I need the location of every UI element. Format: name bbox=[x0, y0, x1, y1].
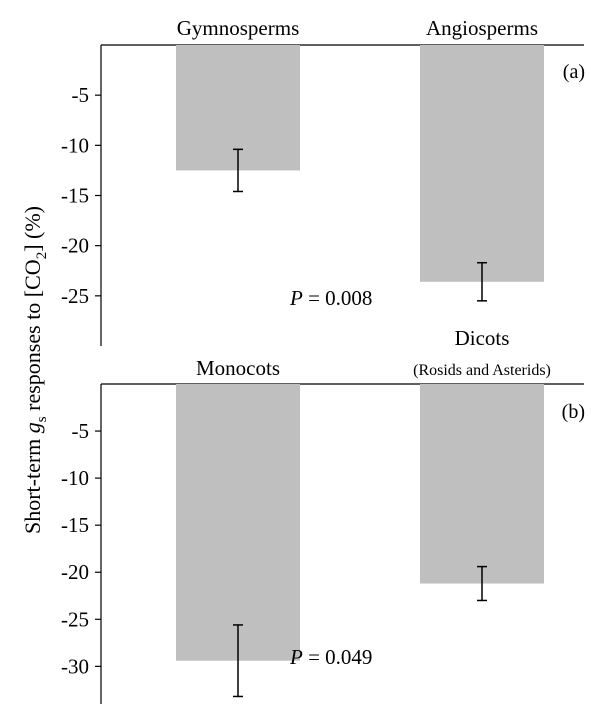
y-tick-label: -10 bbox=[61, 466, 89, 490]
panel-label: (a) bbox=[563, 61, 585, 83]
y-tick-label: -25 bbox=[61, 607, 89, 631]
y-tick-label: -5 bbox=[72, 419, 90, 443]
p-value-annotation: P = 0.049 bbox=[289, 645, 372, 669]
p-value-symbol: P bbox=[289, 645, 303, 669]
category-sublabel: (Rosids and Asterids) bbox=[413, 362, 551, 379]
p-value-number: = 0.049 bbox=[303, 645, 373, 669]
y-tick-label: -15 bbox=[61, 513, 89, 537]
panel-a: -5 -10 -15 -20 -25 Gymnosperms Angiosperms (a) P… bbox=[61, 16, 585, 346]
y-axis-label-g: g bbox=[20, 422, 45, 433]
panel-b: -5 -10 -15 -20 -25 -30 Monocots Dicots (Rosids a… bbox=[61, 326, 585, 704]
y-tick-label: -20 bbox=[61, 560, 89, 584]
y-axis-label-mid: responses to [CO bbox=[20, 259, 45, 416]
p-value-symbol: P bbox=[289, 286, 303, 310]
bar bbox=[420, 384, 544, 584]
category-label: Monocots bbox=[196, 356, 280, 380]
panel-label: (b) bbox=[562, 401, 585, 423]
y-tick-label: -10 bbox=[61, 133, 89, 157]
y-tick-label: -15 bbox=[61, 184, 89, 208]
y-axis-label-2-sub: 2 bbox=[34, 252, 50, 260]
bar bbox=[420, 45, 544, 282]
p-value-annotation: P = 0.008 bbox=[289, 286, 372, 310]
y-tick-label: -30 bbox=[61, 654, 89, 678]
category-label: Angiosperms bbox=[426, 16, 538, 40]
bar bbox=[176, 384, 300, 661]
y-tick-label: -20 bbox=[61, 234, 89, 258]
category-label: Gymnosperms bbox=[177, 16, 300, 40]
category-label: Dicots bbox=[455, 326, 510, 350]
y-axis-label-s-sub: s bbox=[34, 416, 50, 422]
y-axis-label: Short-term gs responses to [CO2] (%) bbox=[20, 206, 50, 534]
p-value-number: = 0.008 bbox=[303, 286, 373, 310]
y-tick-label: -25 bbox=[61, 284, 89, 308]
y-axis-label-pre: Short-term bbox=[20, 433, 45, 534]
y-axis-label-post: ] (%) bbox=[20, 206, 45, 252]
y-tick-label: -5 bbox=[72, 83, 90, 107]
